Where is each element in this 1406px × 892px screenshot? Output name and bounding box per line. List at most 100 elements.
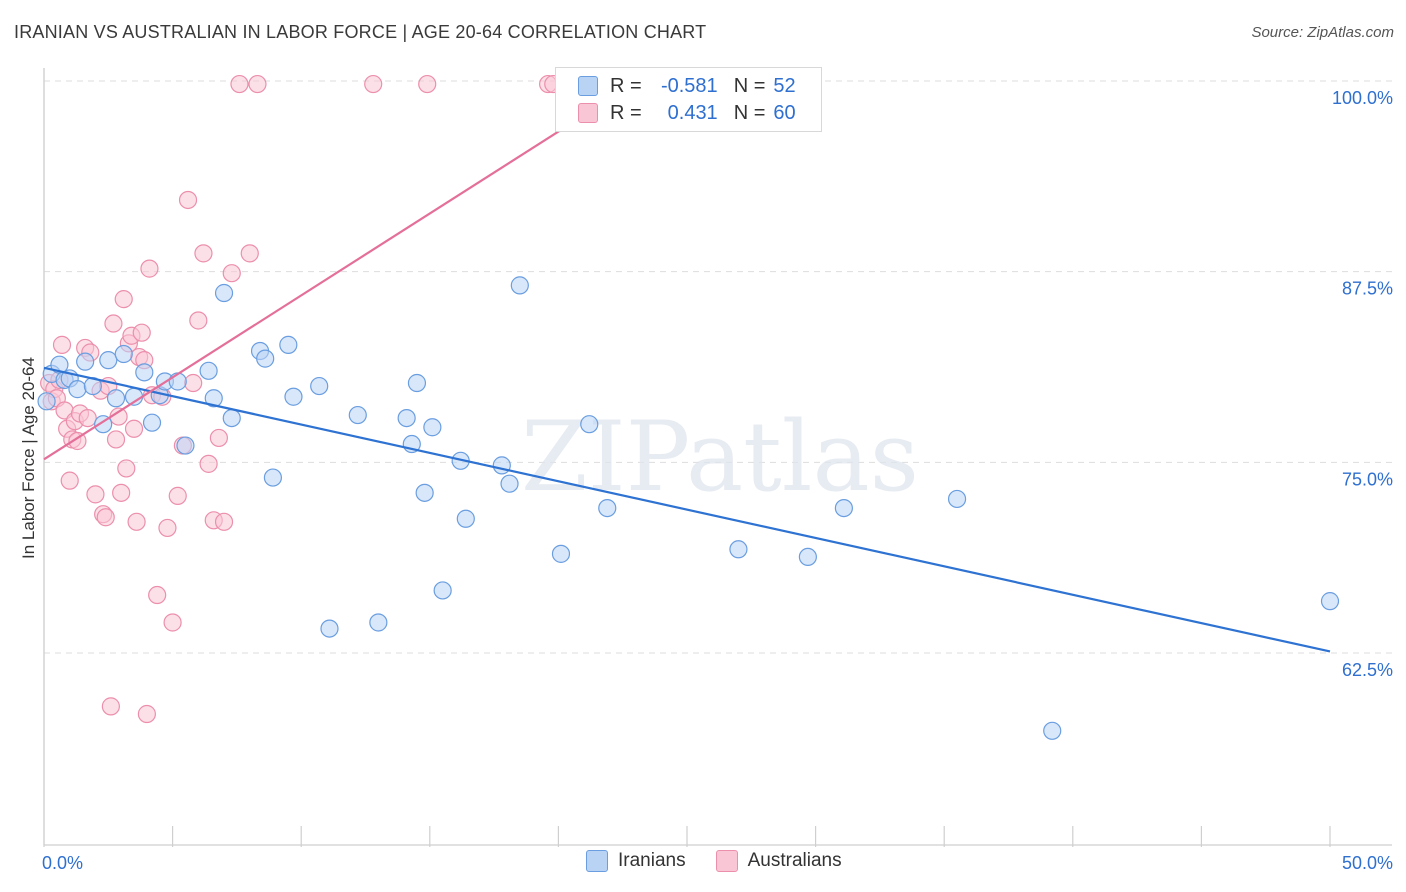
australians-point — [78, 408, 97, 428]
australians-point — [189, 311, 208, 330]
iranians-point — [598, 498, 617, 518]
australians-swatch — [715, 850, 738, 872]
r-label: R = — [610, 101, 642, 124]
legend-item-australians[interactable]: Australians — [715, 850, 842, 872]
iranians-point — [500, 474, 519, 493]
iranians-point — [114, 344, 133, 364]
n-label: N = — [733, 74, 766, 97]
legend-item-iranians[interactable]: Iranians — [586, 850, 686, 872]
australians-trend-line — [43, 127, 565, 461]
australians-swatch — [578, 103, 598, 123]
australians-point — [230, 74, 249, 94]
australians-point — [140, 259, 159, 278]
australians-point — [199, 454, 218, 473]
r-label: R = — [610, 74, 642, 97]
iranians-point — [492, 456, 511, 475]
n-label: N = — [733, 101, 766, 124]
australians-point — [127, 512, 146, 531]
australians-point — [86, 485, 105, 504]
australians-point — [163, 613, 182, 632]
legend-row-iranians: R = -0.581 N = 52 — [578, 74, 796, 98]
australians-point — [124, 419, 144, 438]
y-tick-label: 75.0% — [1342, 469, 1393, 489]
legend-row-australians: R = 0.431 N = 60 — [578, 101, 796, 125]
australians-point — [114, 290, 133, 309]
iranians-point — [199, 361, 218, 380]
source-label: Source: ZipAtlas.com — [1251, 24, 1394, 41]
australians-point — [137, 704, 156, 724]
iranians-point — [423, 418, 442, 437]
australians-points — [40, 74, 563, 724]
australians-point — [112, 483, 131, 502]
australians-point — [214, 512, 234, 531]
r-value: -0.581 — [660, 74, 718, 97]
iranians-point — [348, 405, 367, 425]
australians-point — [148, 585, 167, 605]
iranians-point — [37, 392, 56, 411]
iranians-point — [263, 468, 283, 487]
australians-point — [96, 508, 115, 527]
australians-point — [194, 244, 213, 263]
y-axis-label: In Labor Force | Age 20-64 — [19, 357, 38, 559]
iranians-point — [214, 283, 234, 303]
iranians-trend-line — [43, 366, 1331, 653]
iranians-point — [798, 547, 817, 567]
axes — [43, 68, 1392, 847]
iranians-point — [947, 489, 967, 509]
australians-point — [117, 459, 136, 478]
r-value: 0.431 — [662, 101, 718, 124]
x-tick-label: 0.0% — [42, 853, 83, 873]
correlation-legend: R = -0.581 N = 52 R = 0.431 N = 60 — [555, 67, 822, 132]
chart-title: IRANIAN VS AUSTRALIAN IN LABOR FORCE | A… — [14, 22, 707, 42]
australians-point — [60, 471, 79, 490]
iranians-point — [310, 376, 329, 396]
iranians-point — [580, 415, 599, 434]
iranians-point — [1043, 721, 1062, 740]
australians-point — [209, 428, 228, 448]
iranians-points — [37, 276, 1340, 740]
iranians-point — [551, 544, 571, 563]
australians-point — [418, 74, 437, 94]
iranians-point — [433, 581, 452, 600]
series-legend: Iranians Australians — [586, 850, 872, 872]
y-tick-label: 62.5% — [1342, 660, 1393, 680]
x-tick-label: 50.0% — [1342, 853, 1393, 873]
australians-point — [106, 430, 126, 449]
australians-point — [364, 74, 383, 94]
trend-lines — [43, 127, 1331, 653]
y-tick-label: 100.0% — [1332, 88, 1393, 108]
iranians-point — [76, 352, 95, 371]
australians-point — [248, 74, 267, 94]
australians-point — [168, 486, 187, 505]
australians-point — [178, 190, 198, 210]
legend-label-australians: Australians — [747, 850, 842, 871]
iranians-point — [279, 335, 298, 354]
watermark: ZIPatlas — [521, 401, 919, 513]
iranians-point — [168, 372, 187, 391]
australians-point — [68, 431, 87, 451]
australians-point — [184, 373, 203, 393]
iranians-point — [222, 408, 241, 428]
iranians-point — [729, 540, 748, 559]
iranians-point — [510, 276, 529, 295]
australians-point — [240, 244, 259, 263]
legend-label-iranians: Iranians — [618, 850, 686, 871]
iranians-point — [284, 387, 303, 406]
iranians-point — [68, 380, 87, 399]
iranians-point — [407, 373, 427, 393]
iranians-swatch — [578, 76, 598, 96]
australians-point — [104, 314, 123, 333]
iranians-point — [397, 408, 416, 428]
iranians-point — [106, 389, 126, 408]
australians-point — [52, 335, 72, 354]
iranians-point — [369, 613, 388, 632]
iranians-point — [320, 619, 339, 638]
iranians-point — [256, 349, 275, 368]
australians-point — [158, 518, 177, 538]
iranians-point — [99, 351, 118, 370]
y-tick-label: 87.5% — [1342, 279, 1393, 299]
n-value: 60 — [773, 101, 796, 124]
iranians-point — [834, 498, 853, 518]
n-value: 52 — [773, 74, 796, 97]
iranians-point — [204, 389, 223, 408]
